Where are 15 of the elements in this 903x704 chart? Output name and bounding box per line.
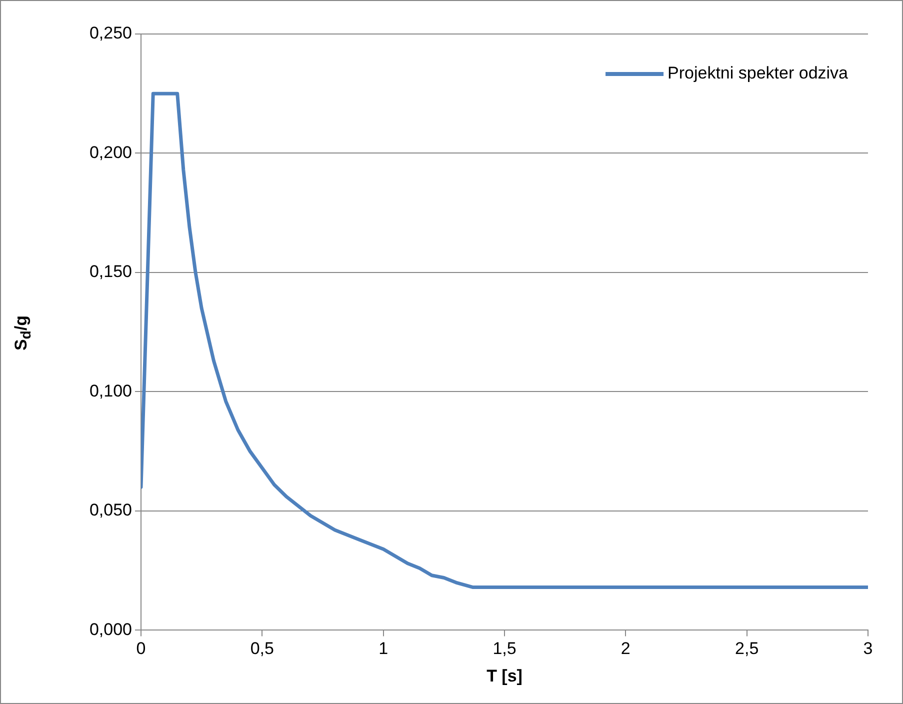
y-tick-label: 0,250 [89, 24, 132, 43]
y-tick-label: 0,050 [89, 500, 132, 520]
x-tick-label: 2 [620, 639, 630, 658]
x-tick-label: 3 [863, 639, 873, 658]
x-tick-label: 1,5 [492, 639, 516, 658]
y-tick-label: 0,000 [89, 620, 132, 639]
x-tick-label: 0,5 [250, 639, 274, 658]
x-tick-label: 1 [378, 639, 388, 658]
y-tick-label: 0,200 [89, 142, 132, 162]
x-tick-label: 2,5 [735, 639, 759, 658]
legend-label: Projektni spekter odziva [668, 64, 849, 83]
x-tick-label: 0 [136, 639, 146, 658]
x-axis-title: T [s] [486, 666, 522, 686]
y-tick-label: 0,100 [89, 381, 132, 400]
y-tick-label: 0,150 [89, 262, 132, 282]
